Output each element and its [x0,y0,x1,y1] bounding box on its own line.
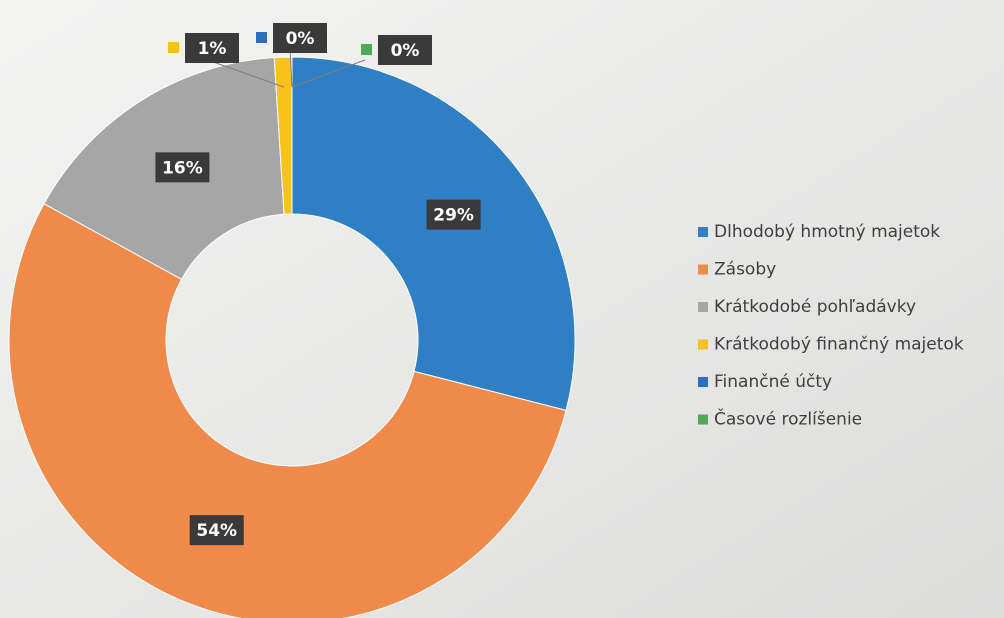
donut [8,56,576,618]
legend: Dlhodobý hmotný majetok Zásoby Krátkodobé … [698,222,964,430]
legend-key [698,414,708,425]
label-box [378,35,432,65]
label-key [361,44,372,55]
legend-label: Dlhodobý hmotný majetok [714,222,940,242]
legend-key [698,339,708,350]
value-label: 1% [198,39,227,59]
slice [291,56,576,411]
leader-line [289,47,293,88]
legend-key [698,302,708,312]
label-key [256,32,267,43]
label-box [155,152,210,183]
legend-label: Časové rozlíšenie [714,408,862,430]
value-label: 16% [162,158,203,178]
label-box [189,515,244,546]
slice [8,202,567,618]
legend-label: Krátkodobé pohľadávky [714,297,916,317]
value-label: 0% [391,41,420,61]
legend-label: Krátkodobý finančný majetok [714,335,964,355]
label-key [168,42,179,53]
label-box [426,199,481,230]
label-box [185,33,239,63]
label-box [273,23,327,53]
legend-key [698,377,708,387]
legend-key [698,227,708,237]
legend-key [698,264,708,275]
value-label: 29% [433,206,474,226]
legend-label: Finančné účty [714,372,832,392]
value-label: 0% [286,29,315,49]
legend-label: Zásoby [714,260,776,280]
value-label: 54% [196,521,237,541]
leader-line [291,59,366,88]
value-labels: 29% 54% 16% 1% 0% 0% [155,23,481,546]
